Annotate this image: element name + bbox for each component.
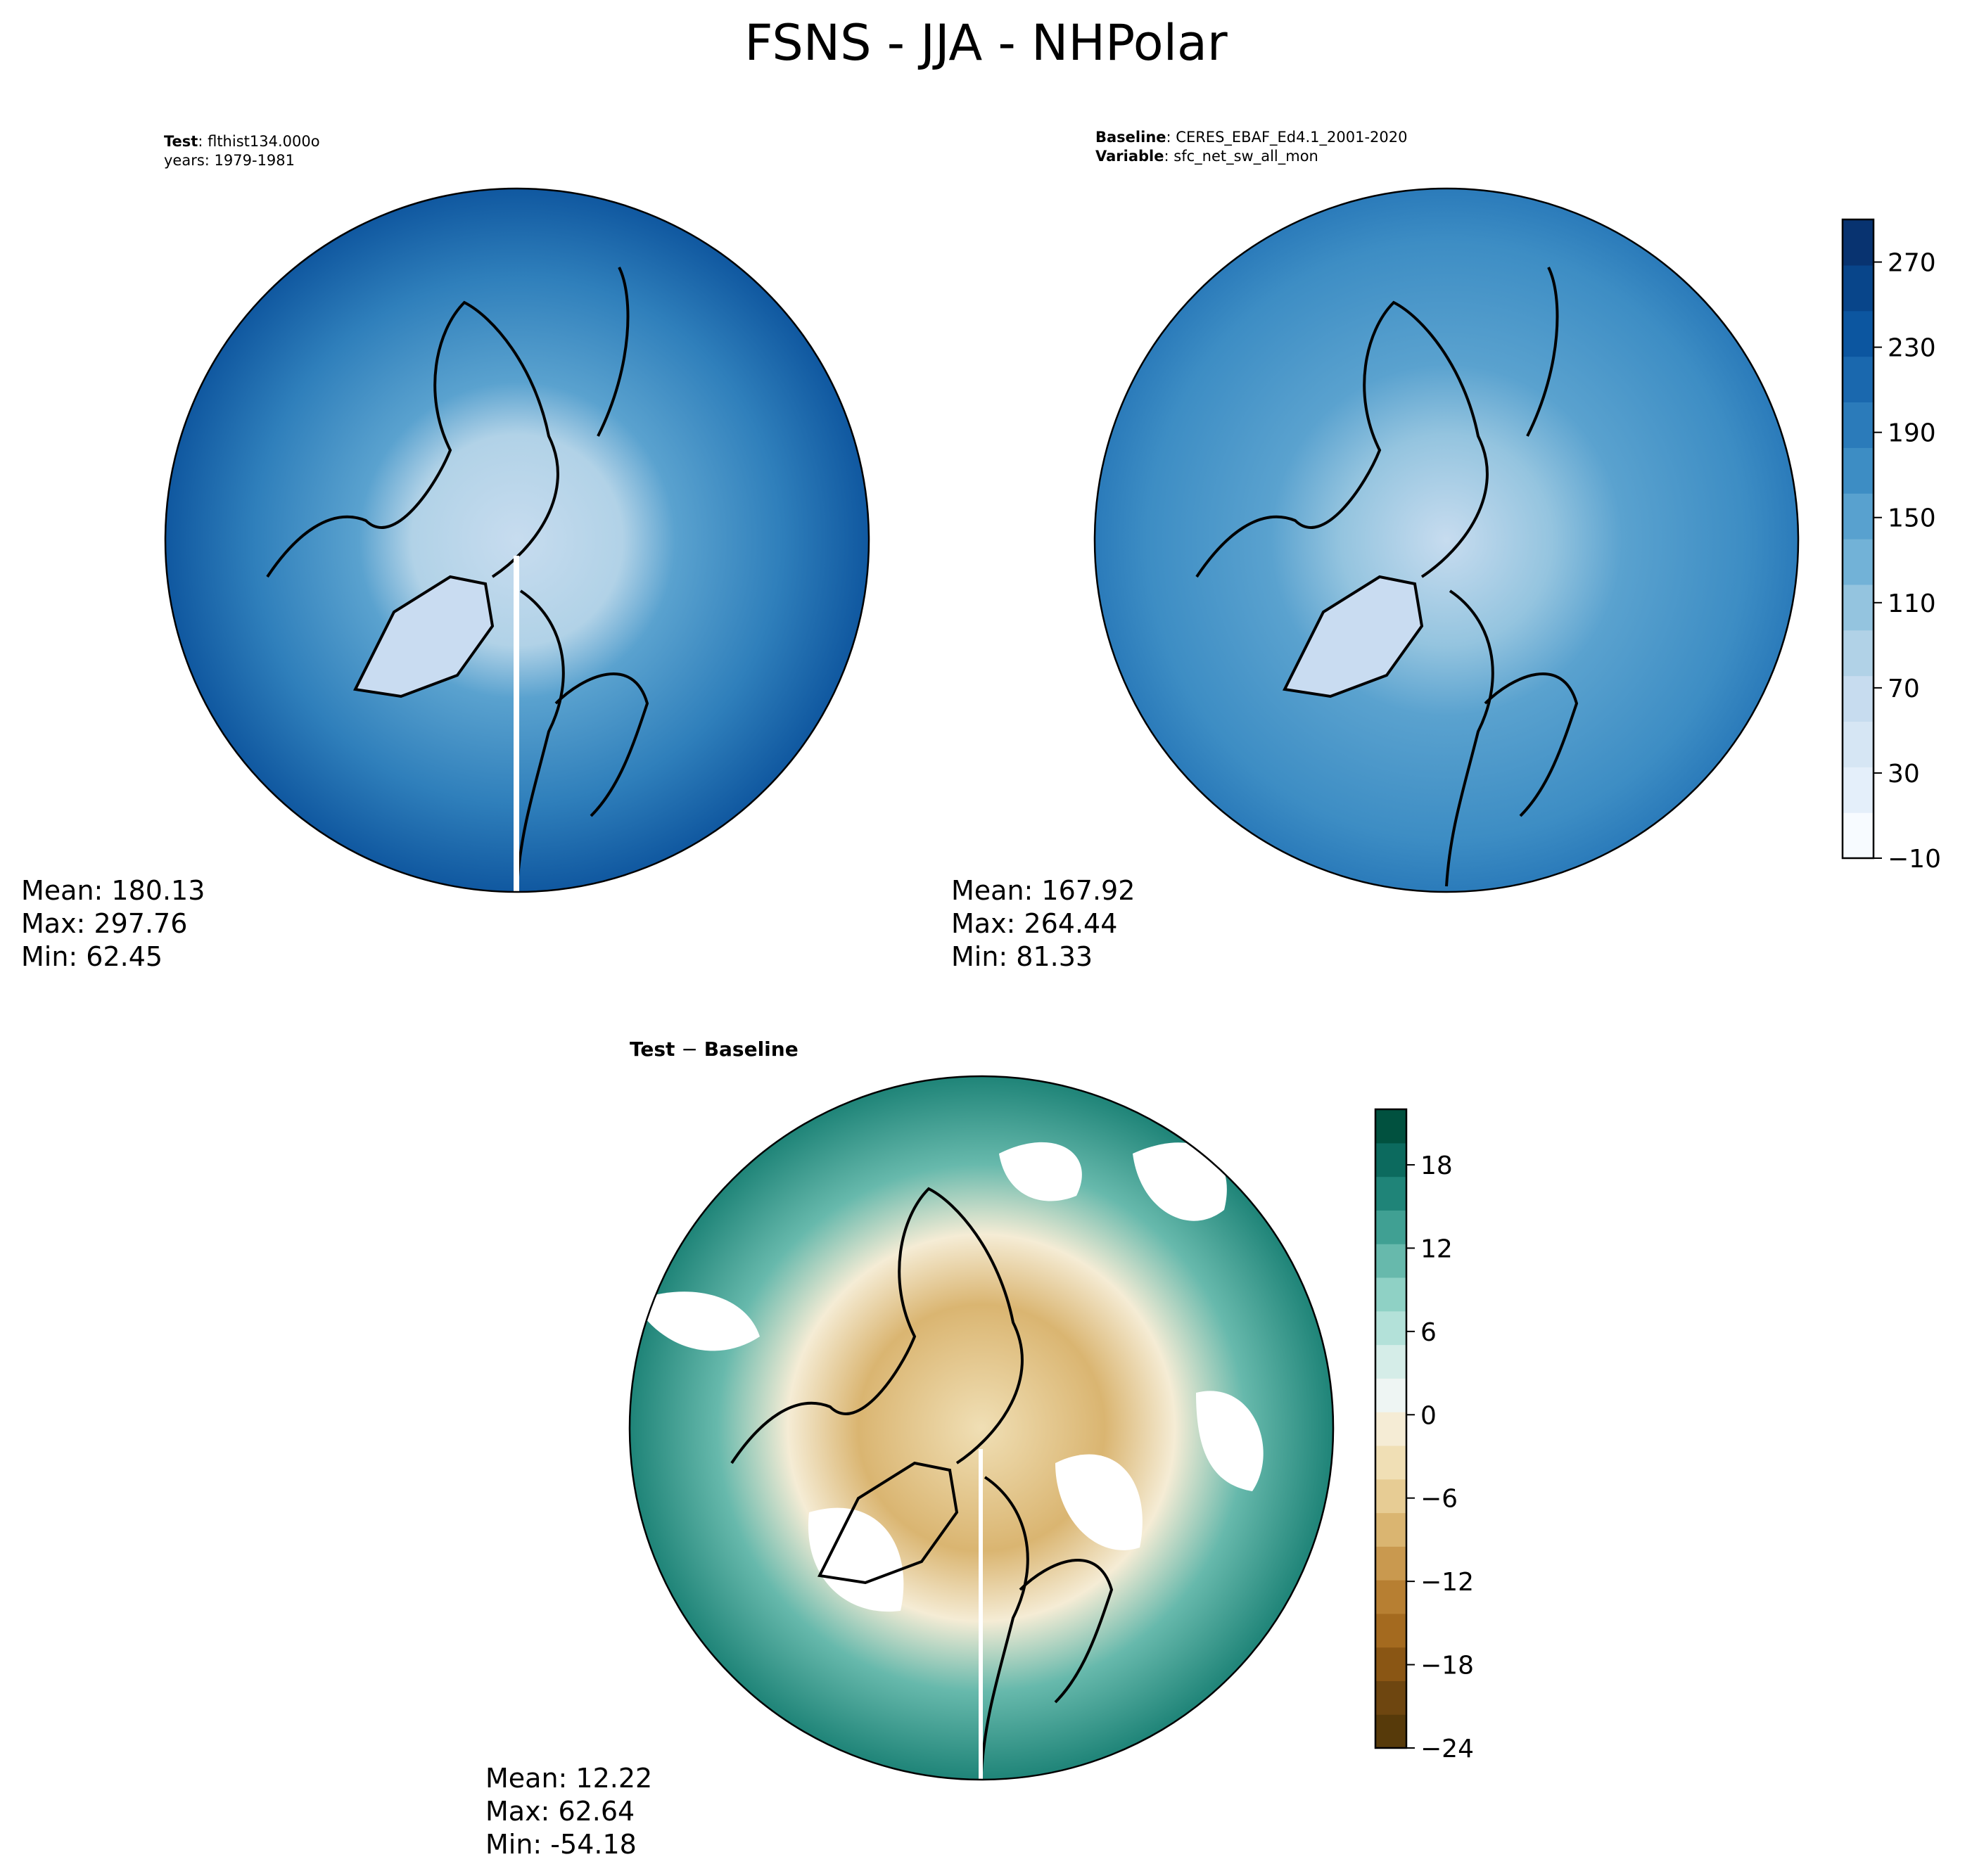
diff-coastlines [730, 1187, 1114, 1773]
diff-colorbar-segment [1375, 1310, 1406, 1346]
test-missing-strip [514, 556, 519, 893]
diff-colorbar-segment [1375, 1479, 1406, 1514]
diff-colorbar-outline [1374, 1108, 1408, 1749]
test-map-field [165, 189, 869, 892]
main-colorbar-segment [1843, 721, 1874, 767]
main-colorbar-tick-label: 150 [1888, 504, 1936, 533]
diff-colorbar-tick-label: 12 [1420, 1234, 1453, 1263]
baseline-map-border [1093, 187, 1800, 893]
baseline-stats: Mean: 167.92 Max: 264.44 Min: 81.33 [951, 874, 1135, 974]
diff-colorbar-tick-label: −12 [1420, 1568, 1474, 1597]
test-map-border [164, 187, 870, 893]
test-mean: Mean: 180.13 [21, 875, 205, 906]
diff-title-op: − [675, 1038, 704, 1061]
diff-mean: Mean: 12.22 [485, 1763, 653, 1794]
baseline-max: Max: 264.44 [951, 908, 1118, 939]
main-colorbar-segment [1843, 630, 1874, 677]
diff-colorbar-segment [1375, 1109, 1406, 1144]
diff-blanks [633, 1142, 1264, 1612]
diff-stats: Mean: 12.22 Max: 62.64 Min: -54.18 [485, 1762, 652, 1861]
baseline-label-key: Baseline [1095, 129, 1166, 146]
diff-colorbar-segment [1375, 1412, 1406, 1446]
diff-colorbar-segment [1375, 1210, 1406, 1244]
main-colorbar-tick-label: 270 [1888, 249, 1936, 278]
main-colorbar-outline [1841, 218, 1875, 860]
diff-colorbar-tick-label: −24 [1420, 1735, 1474, 1763]
test-label-key: Test [164, 133, 198, 150]
test-stats: Mean: 180.13 Max: 297.76 Min: 62.45 [21, 874, 205, 974]
main-colorbar-segment [1843, 675, 1874, 722]
diff-colorbar-segment [1375, 1378, 1406, 1412]
variable-label-value: sfc_net_sw_all_mon [1173, 148, 1318, 165]
diff-colorbar-segment [1375, 1176, 1406, 1211]
main-colorbar-tick-label: 230 [1888, 334, 1936, 363]
figure-title: FSNS - JJA - NHPolar [744, 14, 1228, 72]
diff-colorbar-segment [1375, 1647, 1406, 1682]
diff-colorbar-segment [1375, 1714, 1406, 1749]
main-colorbar-tick-label: 110 [1888, 589, 1936, 618]
diff-colorbar-tick-label: 0 [1420, 1401, 1437, 1430]
main-colorbar-segment [1843, 356, 1874, 403]
diff-title-key: Test [630, 1038, 675, 1061]
main-colorbar-tick-label: 190 [1888, 419, 1936, 448]
main-colorbar-segment [1843, 539, 1874, 585]
baseline-coastlines [1195, 267, 1579, 887]
diff-colorbar-segment [1375, 1512, 1406, 1547]
diff-colorbar-tick-label: −6 [1420, 1485, 1458, 1514]
main-colorbar-tick-label: −10 [1888, 845, 1941, 874]
test-min: Min: 62.45 [21, 941, 163, 972]
baseline-label-value: CERES_EBAF_Ed4.1_2001-2020 [1176, 129, 1408, 146]
main-colorbar-segment [1843, 584, 1874, 631]
main-colorbar-tick-label: 30 [1888, 760, 1920, 789]
diff-colorbar-segment [1375, 1680, 1406, 1715]
test-coastlines [266, 267, 649, 887]
main-colorbar-segment [1843, 402, 1874, 448]
diff-colorbar-segment [1375, 1546, 1406, 1581]
diff-map-field [630, 1076, 1333, 1780]
diff-map [628, 1075, 1335, 1781]
diff-colorbar-segment [1375, 1244, 1406, 1278]
diff-colorbar: −24 −18 −12 −6 0 6 12 18 [1374, 1108, 1474, 1763]
diff-colorbar-segment [1375, 1142, 1406, 1178]
test-max: Max: 297.76 [21, 908, 188, 939]
baseline-map-field [1095, 189, 1798, 892]
diff-min: Min: -54.18 [485, 1829, 637, 1860]
main-colorbar-tick-label: 70 [1888, 675, 1920, 703]
test-map [164, 187, 870, 893]
variable-label-key: Variable [1095, 148, 1164, 165]
main-colorbar-segment [1843, 219, 1874, 266]
diff-colorbar-tick-label: 18 [1420, 1151, 1453, 1180]
diff-missing-strip [979, 1449, 983, 1780]
diff-max: Max: 62.64 [485, 1796, 635, 1827]
diff-colorbar-tick-label: −18 [1420, 1652, 1474, 1680]
diff-colorbar-segment [1375, 1445, 1406, 1480]
diff-title-value: Baseline [704, 1038, 799, 1061]
diff-colorbar-segment [1375, 1580, 1406, 1614]
test-label: Test: flthist134.000o years: 1979-1981 [164, 133, 320, 169]
main-colorbar-segment [1843, 812, 1874, 859]
main-colorbar: −10 30 70 110 150 190 230 270 [1841, 218, 1941, 874]
main-colorbar-segment [1843, 767, 1874, 813]
baseline-mean: Mean: 167.92 [951, 875, 1136, 906]
test-label-value: flthist134.000o [208, 133, 320, 150]
diff-colorbar-segment [1375, 1277, 1406, 1312]
diff-title: Test − Baseline [630, 1038, 799, 1061]
diff-map-border [628, 1075, 1335, 1781]
baseline-map [1093, 187, 1800, 893]
baseline-min: Min: 81.33 [951, 941, 1093, 972]
baseline-label: Baseline: CERES_EBAF_Ed4.1_2001-2020 Var… [1095, 129, 1408, 165]
main-colorbar-segment [1843, 447, 1874, 494]
diff-colorbar-tick-label: 6 [1420, 1318, 1437, 1347]
main-colorbar-segment [1843, 493, 1874, 540]
diff-colorbar-segment [1375, 1344, 1406, 1379]
main-colorbar-segment [1843, 264, 1874, 312]
diff-colorbar-segment [1375, 1613, 1406, 1648]
test-years: years: 1979-1981 [164, 152, 295, 169]
main-colorbar-segment [1843, 310, 1874, 357]
